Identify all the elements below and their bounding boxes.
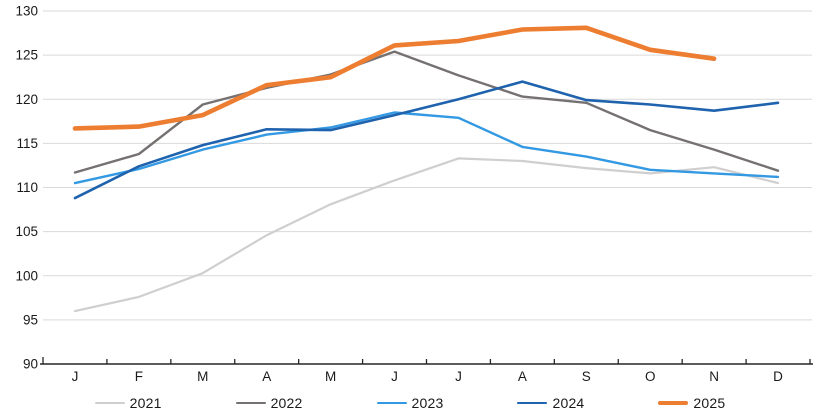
legend-label-2025: 2025 (693, 395, 726, 411)
legend-label-2021: 2021 (129, 395, 162, 411)
legend-item-2022: 2022 (235, 395, 303, 411)
line-chart: 90 95 100 105 110 115 120 125 130 J F M A M J J A S O N D (15, 4, 813, 384)
x-axis-tick-label: S (582, 369, 591, 384)
legend-label-2023: 2023 (411, 395, 444, 411)
series-line-2024 (73, 80, 780, 200)
legend-swatch-2024 (517, 401, 548, 405)
legend-swatch-2025 (658, 400, 689, 406)
y-axis-tick-label: 100 (15, 268, 38, 283)
legend-swatch-2022 (235, 401, 266, 405)
series-line-2021 (73, 157, 780, 313)
y-axis-tick-label: 120 (15, 92, 38, 107)
y-axis-tick-label: 105 (15, 224, 38, 239)
legend-swatch-2023 (376, 401, 407, 405)
y-axis-tick-label: 95 (23, 312, 38, 327)
series-line-2022 (73, 50, 780, 174)
x-axis-tick-label: N (709, 369, 719, 384)
legend-item-2023: 2023 (376, 395, 444, 411)
y-axis-tick-label: 130 (15, 4, 38, 19)
chart-legend: 2021 2022 2023 2024 2025 (0, 390, 820, 416)
series-line-2025 (72, 25, 717, 131)
x-axis-tick-label: A (518, 369, 527, 384)
x-axis-tick-label: D (773, 369, 783, 384)
y-axis-tick-label: 90 (23, 357, 38, 372)
y-axis-tick-label: 125 (15, 48, 38, 63)
x-axis-tick-label: O (645, 369, 656, 384)
legend-swatch-2021 (94, 401, 125, 405)
y-axis-tick-label: 110 (16, 180, 38, 195)
legend-label-2022: 2022 (270, 395, 303, 411)
y-axis-tick-label: 115 (16, 136, 38, 151)
series-line-2023 (73, 111, 780, 185)
x-axis-tick-label: J (455, 369, 462, 384)
x-axis-tick-label: J (72, 369, 79, 384)
legend-item-2021: 2021 (94, 395, 162, 411)
x-axis-tick-label: M (325, 369, 336, 384)
x-axis-tick-label: A (262, 369, 271, 384)
legend-label-2024: 2024 (552, 395, 585, 411)
x-axis-tick-label: J (391, 369, 398, 384)
legend-item-2024: 2024 (517, 395, 584, 411)
x-axis-tick-label: M (197, 369, 208, 384)
x-axis-tick-label: F (135, 369, 143, 384)
legend-item-2025: 2025 (658, 395, 725, 411)
